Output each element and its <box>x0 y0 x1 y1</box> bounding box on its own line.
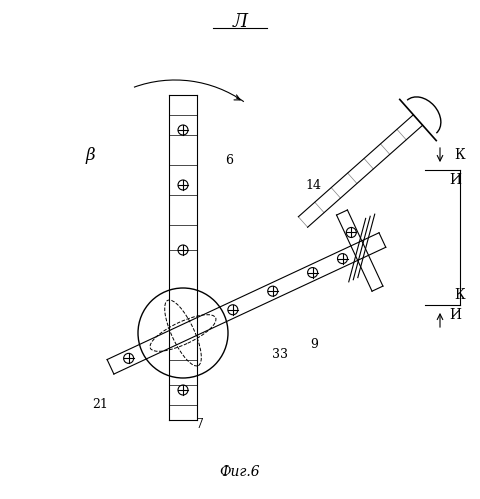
Text: 7: 7 <box>196 419 204 432</box>
Text: К: К <box>455 288 465 302</box>
Text: 9: 9 <box>310 338 318 351</box>
Text: И: И <box>449 308 461 322</box>
Text: К: К <box>455 148 465 162</box>
Text: 33: 33 <box>272 348 288 361</box>
Text: Фиг.6: Фиг.6 <box>220 465 260 479</box>
Text: 6: 6 <box>225 154 233 167</box>
Text: β: β <box>85 147 95 164</box>
Text: 21: 21 <box>92 399 108 412</box>
Text: 14: 14 <box>305 179 321 192</box>
Text: Л: Л <box>232 13 248 31</box>
Text: И: И <box>449 173 461 187</box>
